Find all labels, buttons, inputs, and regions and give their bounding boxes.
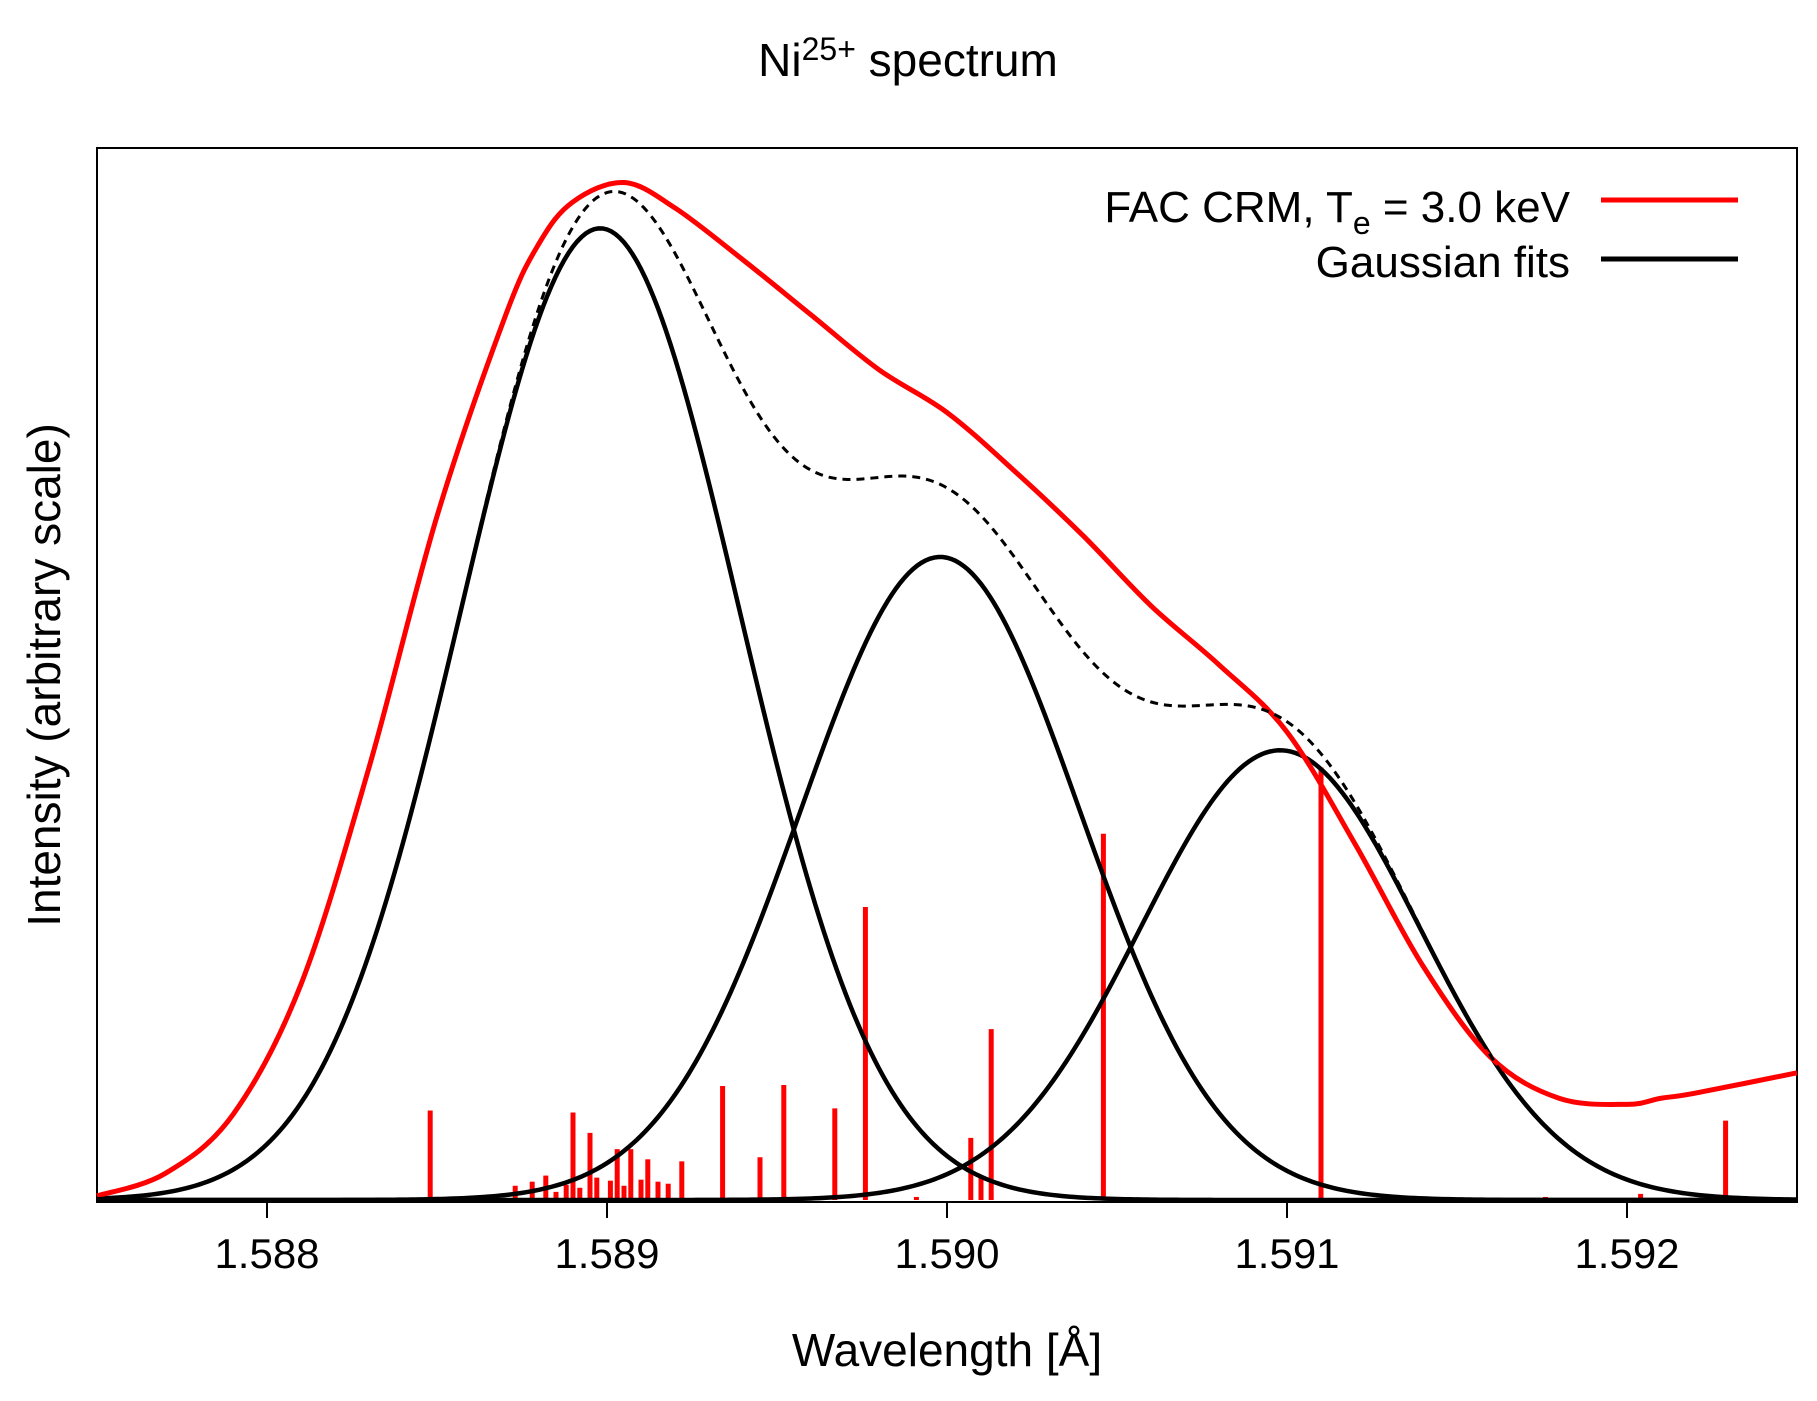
x-tick-label: 1.588: [214, 1230, 319, 1277]
x-tick-label: 1.590: [894, 1230, 999, 1277]
chart-title-suffix: spectrum: [856, 34, 1058, 86]
sum-of-fits-line: [96, 189, 1577, 1201]
x-tick-label: 1.589: [554, 1230, 659, 1277]
x-tick-label: 1.592: [1574, 1230, 1679, 1277]
chart-title-main: Ni: [758, 34, 801, 86]
legend-label-gaussian: Gaussian fits: [1316, 238, 1570, 287]
chart-title: Ni25+ spectrum: [758, 31, 1058, 86]
gaussian-fit-2: [97, 554, 1797, 1203]
legend: FAC CRM, Te = 3.0 keV Gaussian fits: [1104, 183, 1738, 287]
plot-frame: [96, 147, 1798, 1203]
gaussian-fit-1: [96, 226, 1797, 1203]
legend-fac-subscript: e: [1353, 205, 1371, 241]
x-axis-label: Wavelength [Å]: [792, 1324, 1102, 1376]
legend-fac-prefix: FAC CRM, T: [1104, 183, 1353, 232]
legend-fac-suffix: = 3.0 keV: [1371, 183, 1571, 232]
y-axis-label: Intensity (arbitrary scale): [18, 423, 70, 927]
x-tick-label: 1.591: [1234, 1230, 1339, 1277]
legend-label-fac-crm: FAC CRM, Te = 3.0 keV: [1104, 183, 1570, 241]
fac-crm-spectrum-line: [96, 180, 1798, 1199]
chart-title-superscript: 25+: [802, 31, 856, 67]
plot-content: [96, 180, 1798, 1203]
x-axis-ticks: 1.588 1.589 1.590 1.591 1.592: [214, 1202, 1680, 1277]
